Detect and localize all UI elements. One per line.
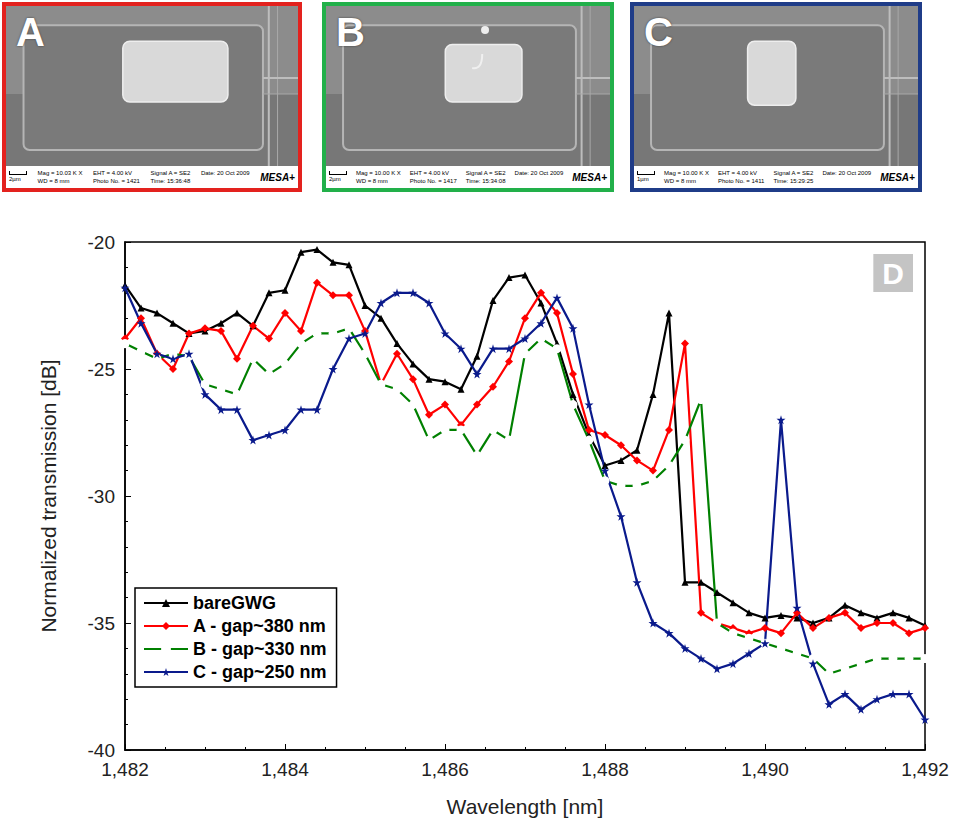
html-text:B: B (336, 10, 365, 54)
html-text:Date: 20 Oct 2009: Date: 20 Oct 2009 (200, 170, 250, 176)
html-text:Date: 20 Oct 2009: Date: 20 Oct 2009 (514, 170, 564, 176)
svg-text:Normalized transmission [dB]: Normalized transmission [dB] (37, 359, 60, 632)
svg-text:A - gap~380 nm: A - gap~380 nm (193, 616, 326, 636)
svg-text:1,488: 1,488 (581, 759, 629, 780)
html-text:WD = 8 mm: WD = 8 mm (37, 178, 70, 184)
html-text:MESA+: MESA+ (572, 171, 607, 183)
html-text:A: A (16, 10, 45, 54)
html-text:2µm: 2µm (9, 176, 21, 182)
svg-text:-35: -35 (88, 613, 115, 634)
html-text:Date: 20 Oct 2009: Date: 20 Oct 2009 (822, 170, 872, 176)
svg-text:B - gap~330 nm: B - gap~330 nm (193, 639, 327, 659)
html-text:EHT = 4.00 kV: EHT = 4.00 kV (93, 170, 133, 176)
html-text:WD = 8 mm: WD = 8 mm (664, 178, 696, 184)
html-text:C: C (644, 10, 673, 54)
svg-text:D: D (882, 257, 904, 290)
html-text:Photo No. = 1421: Photo No. = 1421 (93, 178, 140, 184)
html-text:Signal A = SE2: Signal A = SE2 (773, 170, 814, 176)
svg-text:1,492: 1,492 (901, 759, 949, 780)
svg-text:-30: -30 (88, 486, 115, 507)
svg-text:-20: -20 (88, 232, 115, 253)
svg-text:1,482: 1,482 (101, 759, 149, 780)
html-text:EHT = 4.00 kV: EHT = 4.00 kV (718, 170, 758, 176)
html-text:2µm: 2µm (329, 176, 341, 182)
html-text:EHT = 4.00 kV: EHT = 4.00 kV (409, 170, 449, 176)
html-text:Mag = 10.00 K X: Mag = 10.00 K X (664, 170, 709, 176)
svg-text:1,486: 1,486 (421, 759, 469, 780)
html-text:Signal A = SE2: Signal A = SE2 (465, 170, 506, 176)
html-text:MESA+: MESA+ (260, 171, 295, 183)
html-text:Mag = 10.03 K X: Mag = 10.03 K X (37, 170, 83, 176)
html-text:Time: 15:34:08: Time: 15:34:08 (465, 178, 506, 184)
svg-text:bareGWG: bareGWG (193, 593, 276, 613)
svg-text:-25: -25 (88, 359, 115, 380)
svg-text:-40: -40 (88, 740, 115, 761)
html-text:Photo No. = 1417: Photo No. = 1417 (409, 178, 457, 184)
svg-text:1,490: 1,490 (741, 759, 789, 780)
html-text:Mag = 10.00 K X: Mag = 10.00 K X (356, 170, 401, 176)
html-text:Time: 15:29:25: Time: 15:29:25 (773, 178, 814, 184)
html-text:1µm: 1µm (637, 176, 649, 182)
svg-text:1,484: 1,484 (261, 759, 309, 780)
svg-text:C - gap~250 nm: C - gap~250 nm (193, 662, 327, 682)
html-text:Photo No. = 1411: Photo No. = 1411 (718, 178, 765, 184)
html-text:Time: 15:36:48: Time: 15:36:48 (150, 178, 191, 184)
html-text:WD = 8 mm: WD = 8 mm (356, 178, 388, 184)
svg-text:Wavelength [nm]: Wavelength [nm] (447, 795, 604, 818)
html-text:Signal A = SE2: Signal A = SE2 (150, 170, 191, 176)
html-text:MESA+: MESA+ (880, 171, 915, 183)
